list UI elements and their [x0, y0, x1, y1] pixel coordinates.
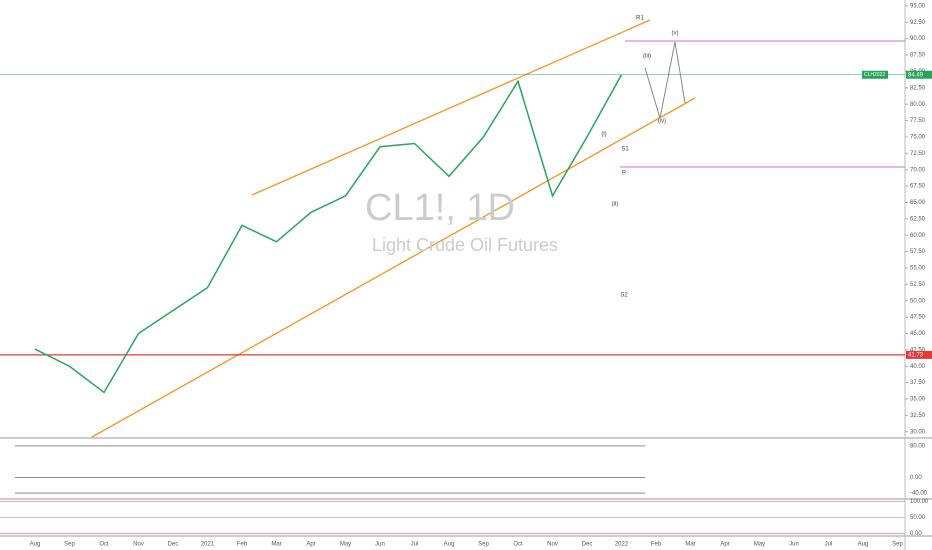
wave-annotation: S2 [620, 293, 628, 299]
y-tick-label: 47.50 [910, 315, 926, 321]
x-tick-label: Apr [306, 542, 315, 548]
wave-annotation: (i) [601, 132, 606, 138]
y-tick-label: 30.00 [910, 429, 926, 435]
x-tick-label: Mar [271, 542, 281, 548]
y-tick-label: 82.50 [910, 85, 926, 91]
price-label-bg [906, 350, 932, 359]
x-tick-label: May [754, 542, 765, 548]
x-tick-label: Aug [858, 542, 869, 548]
x-tick-label: Sep [892, 542, 903, 548]
x-tick-label: Dec [582, 542, 593, 548]
wave-annotation: (ii) [612, 202, 619, 208]
y-tick-label: 37.50 [910, 380, 926, 386]
y-tick-label: -40.00 [910, 491, 928, 497]
x-tick-label: Mar [685, 542, 695, 548]
x-tick-label: Jul [825, 542, 833, 548]
x-tick-label: Nov [133, 542, 144, 548]
x-tick-label: 2022 [615, 542, 629, 548]
y-tick-label: 75.00 [910, 135, 926, 141]
y-tick-label: 95.00 [910, 3, 926, 9]
y-tick-label: 52.50 [910, 282, 926, 288]
watermark-subtitle: Light Crude Oil Futures [372, 235, 558, 255]
x-tick-label: Dec [168, 542, 179, 548]
y-tick-label: 67.50 [910, 184, 926, 190]
price-label: 41.73 [908, 352, 924, 358]
y-tick-label: 62.50 [910, 216, 926, 222]
y-tick-label: 70.00 [910, 167, 926, 173]
x-tick-label: Aug [30, 542, 41, 548]
x-tick-label: Aug [444, 542, 455, 548]
y-tick-label: 72.50 [910, 151, 926, 157]
y-tick-label: 50.00 [910, 515, 926, 521]
y-tick-label: 0.00 [910, 475, 922, 481]
watermark: CL1!, 1D [365, 187, 515, 229]
x-tick-label: Jul [411, 542, 419, 548]
x-tick-label: Sep [478, 542, 489, 548]
price-label: 84.49 [908, 72, 924, 78]
x-tick-label: 2021 [201, 542, 215, 548]
x-tick-label: Feb [651, 542, 662, 548]
y-tick-label: 60.00 [910, 233, 926, 239]
wave-projection [644, 41, 686, 119]
channel-line [91, 97, 696, 438]
y-tick-label: 0.00 [910, 531, 922, 537]
x-tick-label: Sep [64, 542, 75, 548]
x-tick-label: Jun [375, 542, 385, 548]
price-label-bg [906, 70, 932, 79]
symbol-label-bg [862, 70, 888, 79]
y-tick-label: 100.00 [910, 499, 929, 505]
wave-annotation: R1 [636, 16, 644, 22]
y-tick-label: 87.50 [910, 53, 926, 59]
y-tick-label: 40.00 [910, 364, 926, 370]
y-tick-label: 90.00 [910, 36, 926, 42]
y-tick-label: 80.00 [910, 102, 926, 108]
y-tick-label: 92.50 [910, 20, 926, 26]
x-tick-label: Apr [720, 542, 729, 548]
wave-annotation: (v) [672, 31, 679, 37]
wave-annotation: (iii) [643, 54, 651, 60]
y-tick-label: 77.50 [910, 118, 926, 124]
price-line-series [34, 74, 623, 394]
x-tick-label: Oct [99, 542, 109, 548]
y-tick-label: 45.00 [910, 331, 926, 337]
wave-annotation: (iv) [658, 119, 666, 125]
symbol-label: CLH2022 [864, 72, 885, 78]
channel-line [251, 19, 651, 196]
x-tick-label: Oct [513, 542, 523, 548]
y-tick-label: 80.00 [910, 443, 926, 449]
x-tick-label: Jun [789, 542, 799, 548]
y-tick-label: 55.00 [910, 266, 926, 272]
x-tick-label: Nov [547, 542, 558, 548]
y-tick-label: 35.00 [910, 397, 926, 403]
y-tick-label: 65.00 [910, 200, 926, 206]
y-tick-label: 32.50 [910, 413, 926, 419]
x-tick-label: May [340, 542, 351, 548]
x-tick-label: Feb [237, 542, 248, 548]
y-tick-label: 50.00 [910, 298, 926, 304]
y-tick-label: 57.50 [910, 249, 926, 255]
wave-annotation: S1 [621, 147, 629, 153]
wave-annotation: P [622, 171, 626, 177]
y-tick-label: 42.50 [910, 347, 926, 353]
